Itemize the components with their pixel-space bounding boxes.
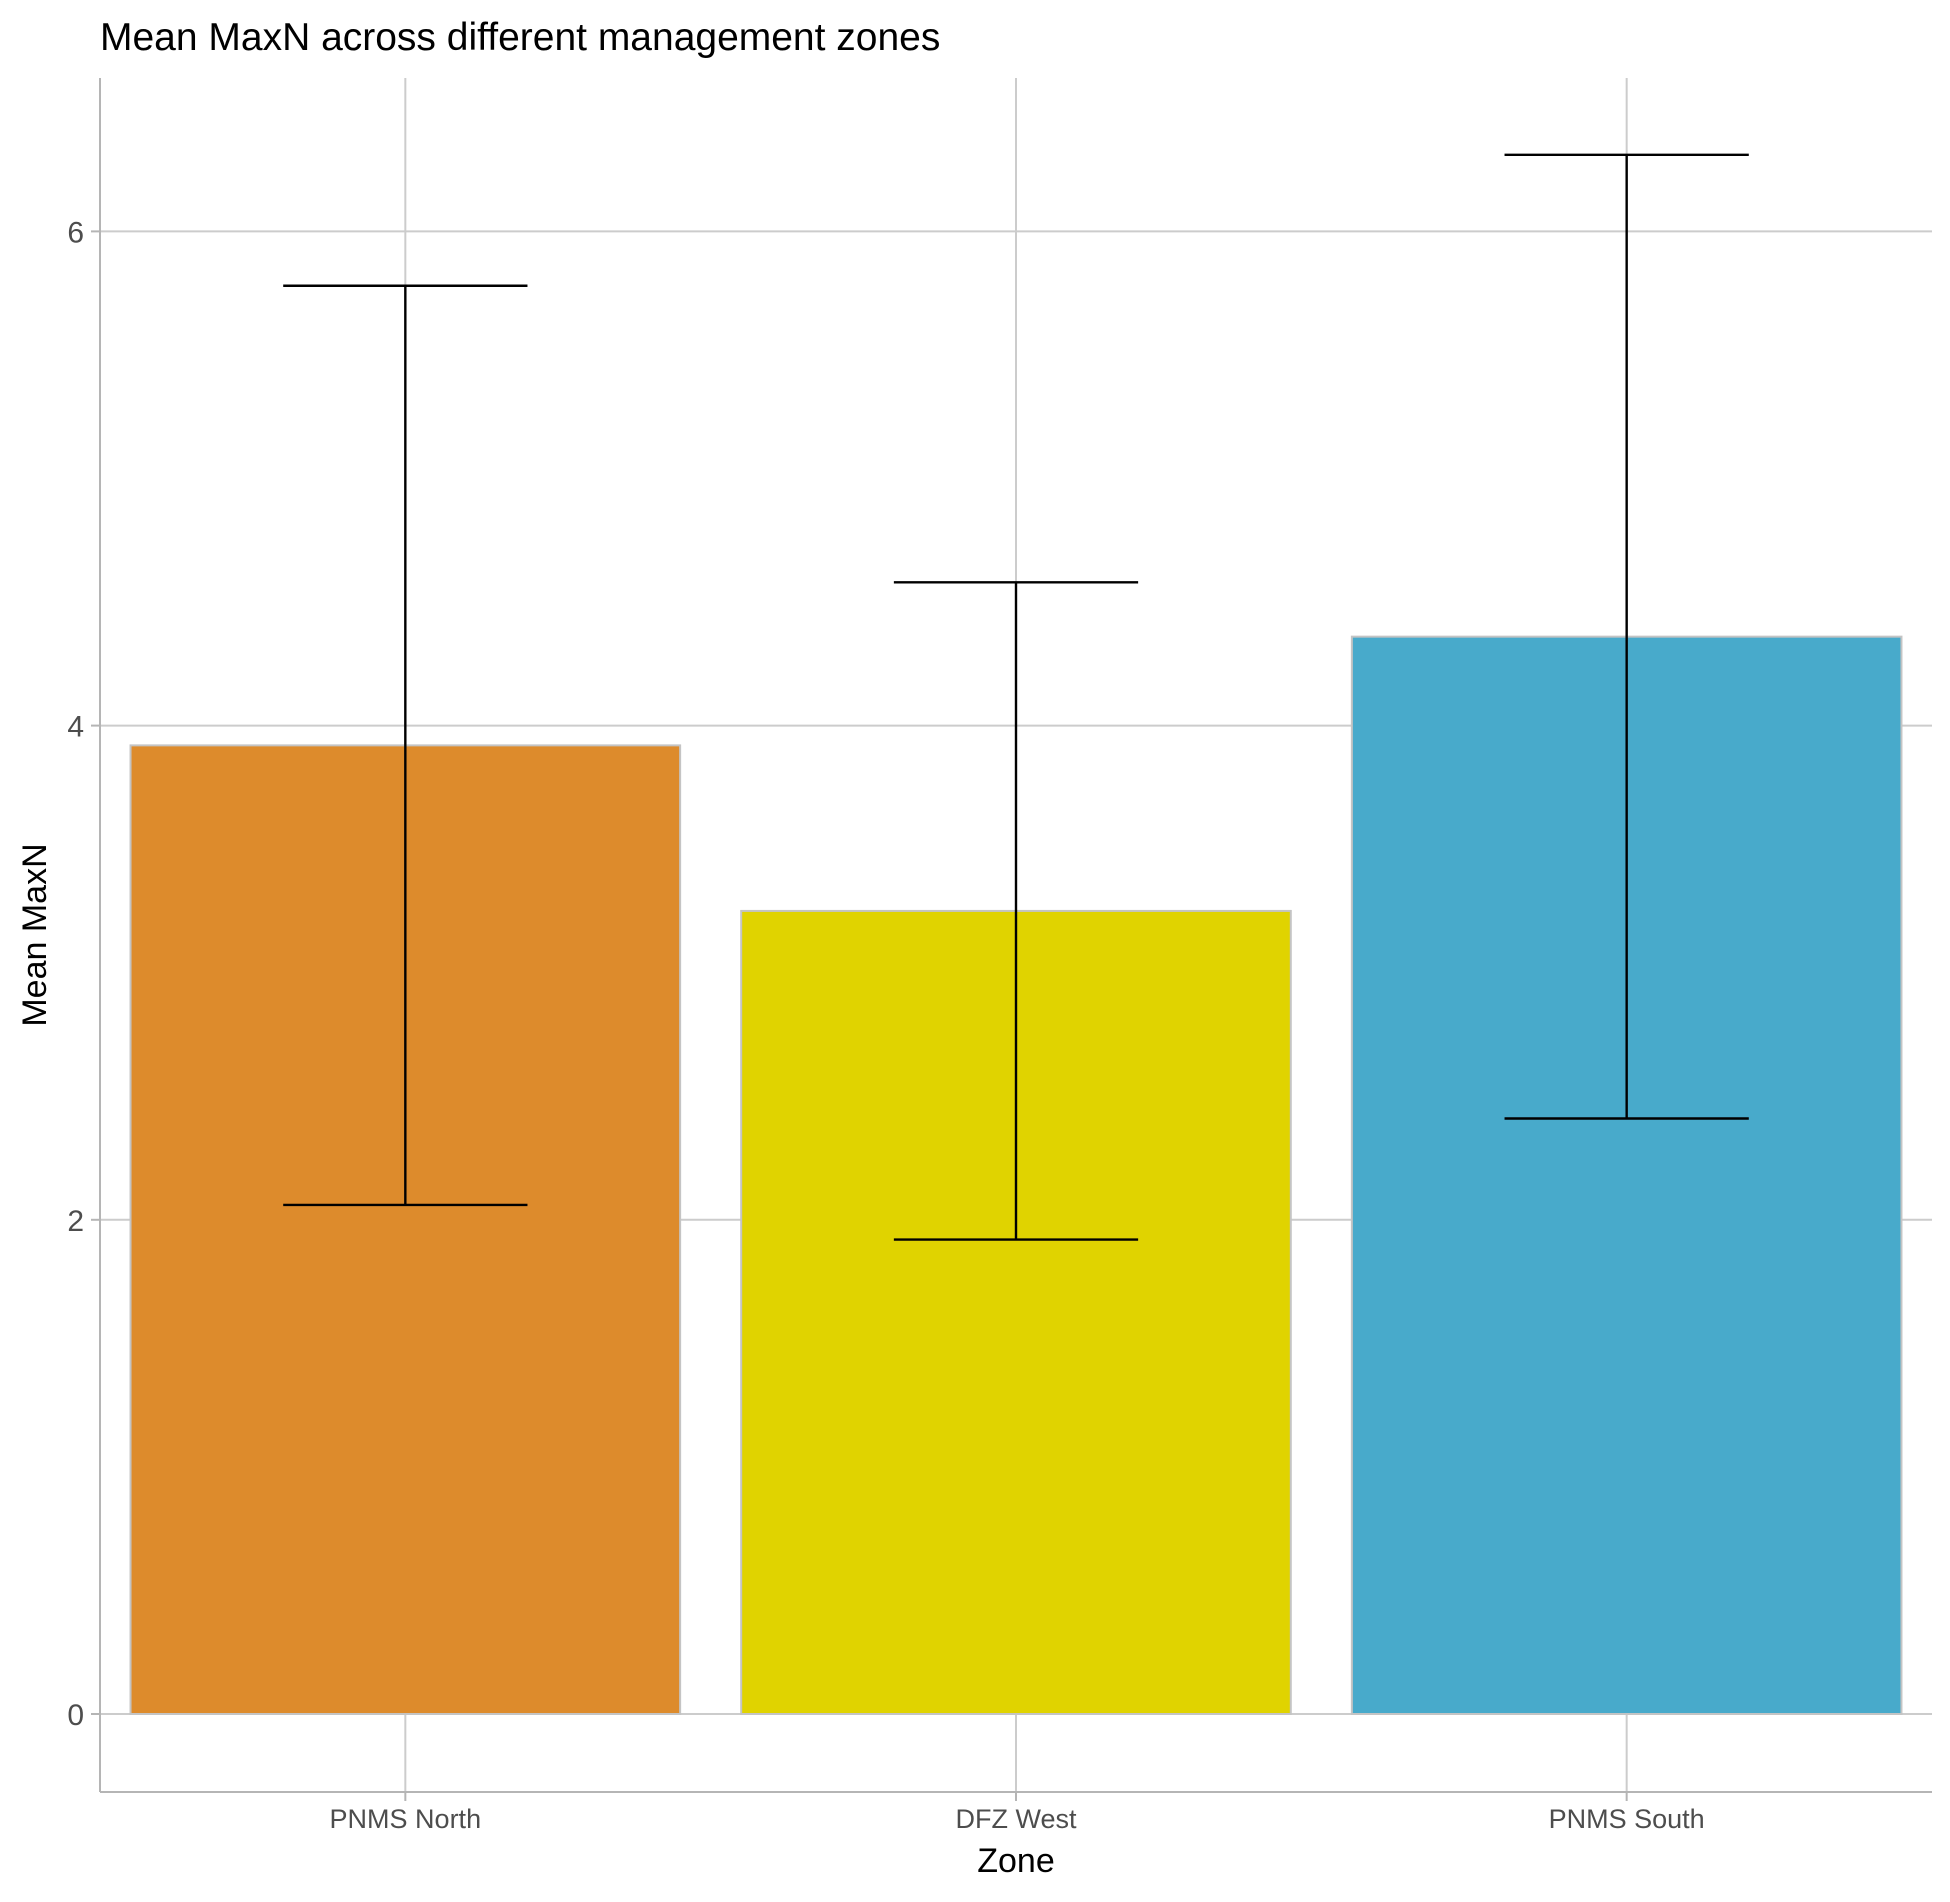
x-tick-label-1: DFZ West (956, 1804, 1077, 1834)
tick-labels: 0 2 4 6 PNMS North DFZ West PNMS South (67, 216, 1704, 1834)
error-bars (283, 153, 1749, 1241)
x-tick-label-2: PNMS South (1549, 1804, 1705, 1834)
x-tick-label-0: PNMS North (330, 1804, 482, 1834)
y-axis-label: Mean MaxN (16, 843, 54, 1026)
error-bar-2 (1504, 153, 1749, 1120)
y-tick-label-1: 2 (67, 1205, 84, 1238)
chart-title: Mean MaxN across different management zo… (100, 16, 940, 59)
x-axis-label: Zone (977, 1842, 1055, 1880)
axes (91, 78, 1932, 1801)
error-bar-0 (283, 284, 528, 1207)
error-bar-1 (893, 581, 1139, 1241)
y-tick-label-0: 0 (67, 1699, 84, 1732)
y-tick-label-3: 6 (67, 216, 84, 249)
y-tick-label-2: 4 (67, 711, 84, 744)
